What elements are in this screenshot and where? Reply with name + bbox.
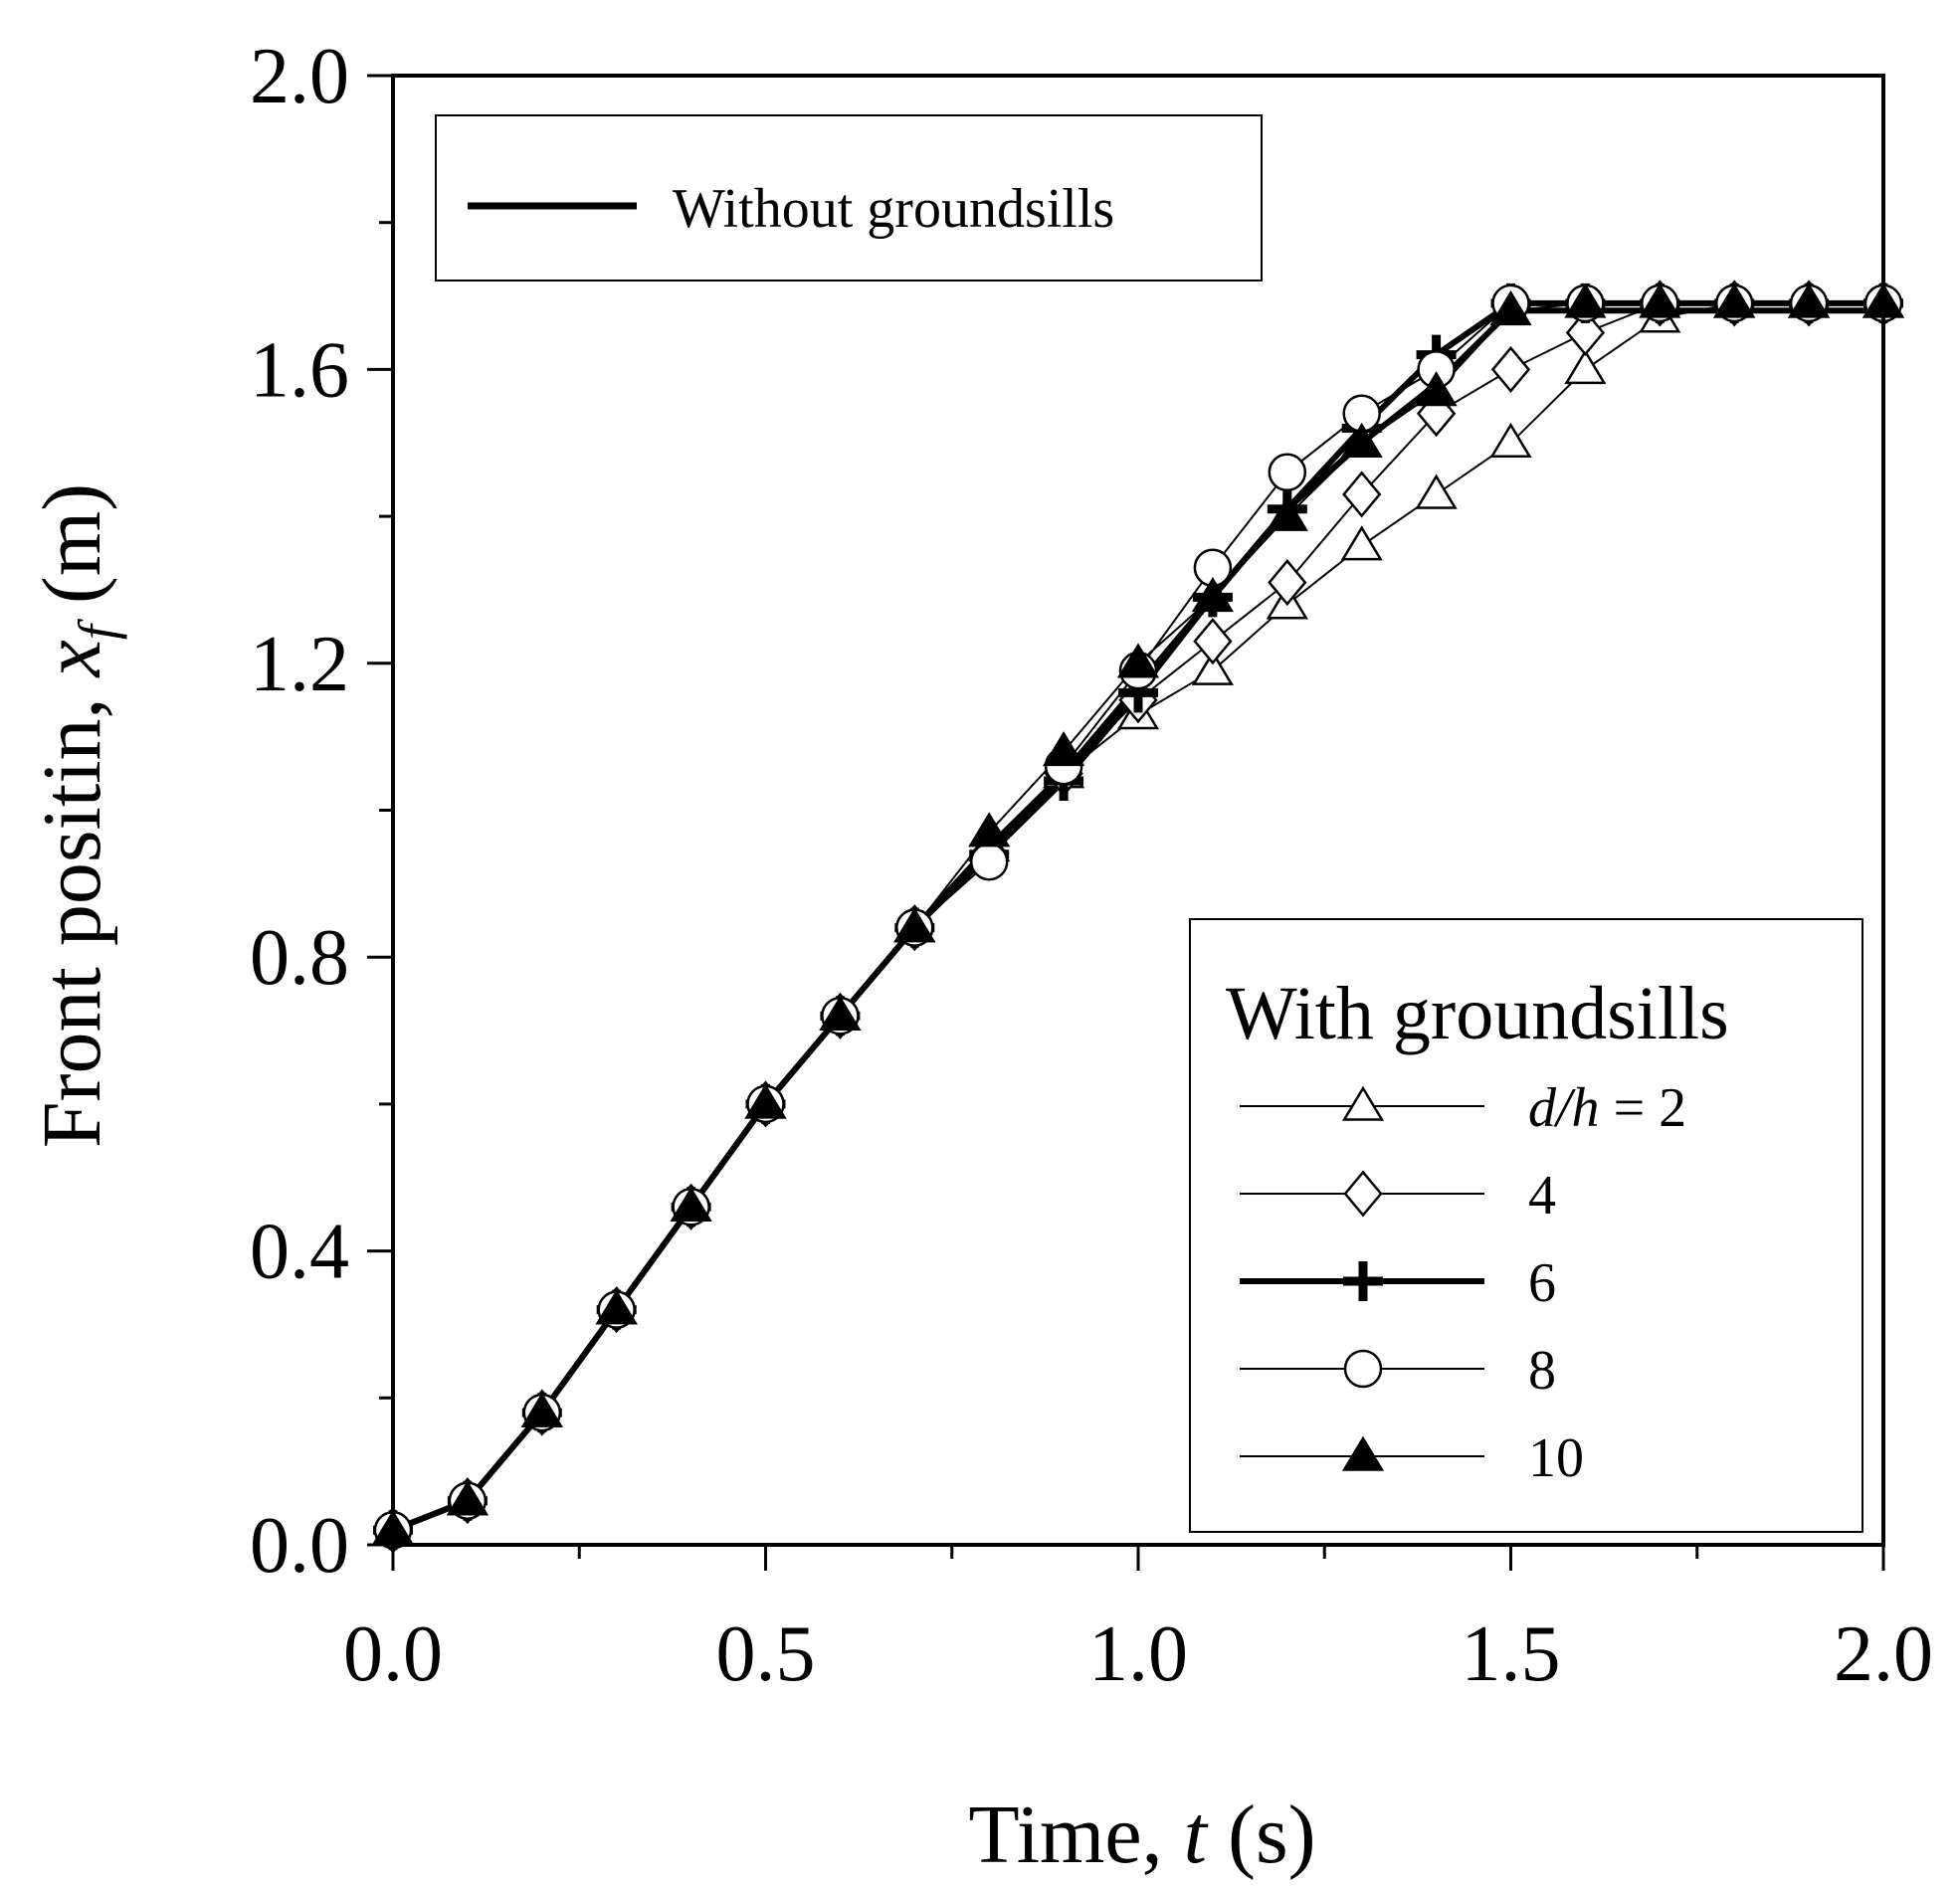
x-tick-label: 0.0	[343, 1610, 443, 1698]
data-point	[1268, 559, 1307, 607]
data-point	[1564, 348, 1607, 385]
x-axis-title-text: Time,	[968, 1789, 1183, 1881]
y-axis-title-unit: (m)	[26, 483, 118, 625]
legend-entry-label: d/h = 2	[1528, 1077, 1686, 1139]
legend-swatch-marker	[1343, 1349, 1383, 1389]
x-axis-title-var: t	[1184, 1789, 1210, 1881]
data-point	[520, 1392, 563, 1427]
axes: 0.0 0.4 0.8 1.2 1.6 2.0 0.0 0.5 1.0 1.5 2.0	[250, 33, 1933, 1698]
data-point	[1191, 576, 1235, 613]
x-tick-label: 0.5	[716, 1610, 816, 1698]
legend-swatch-marker	[1341, 1085, 1385, 1121]
data-point	[1416, 390, 1457, 438]
x-axis-title: Time, t (s)	[968, 1789, 1315, 1881]
legend-entry-label: 4	[1528, 1165, 1556, 1227]
data-point	[1489, 289, 1532, 326]
data-point	[1340, 422, 1383, 458]
data-point	[1565, 308, 1606, 357]
y-tick-label: 2.0	[250, 33, 349, 120]
legend-swatch-marker	[1343, 1170, 1383, 1218]
y-tick-label: 0.0	[250, 1502, 349, 1590]
legend-swatch-marker	[1343, 1261, 1383, 1301]
x-tick-label: 2.0	[1834, 1610, 1933, 1698]
y-tick-label: 0.4	[250, 1209, 349, 1296]
data-point	[1787, 283, 1831, 318]
data-point	[1268, 453, 1307, 492]
y-axis-title: Front positin, xf (m)	[26, 483, 127, 1148]
legend-entry-label: 10	[1528, 1427, 1584, 1489]
legend-with-box	[1189, 918, 1863, 1533]
legend-entry-label: 6	[1528, 1252, 1556, 1314]
data-point	[1193, 618, 1233, 665]
legend-with-entries: d/h = 2 4 6 8 10	[1240, 1077, 1686, 1489]
y-axis-title-var: x	[26, 640, 118, 678]
y-tick-label: 0.8	[250, 914, 349, 1002]
data-point	[1490, 345, 1531, 393]
data-point	[1340, 525, 1383, 561]
data-point	[1489, 422, 1532, 458]
data-point	[446, 1480, 490, 1516]
data-point	[595, 1289, 638, 1325]
legend-without: Without groundsills	[435, 114, 1263, 282]
data-point	[1191, 650, 1235, 685]
x-tick-label: 1.5	[1462, 1610, 1561, 1698]
x-axis-title-unit: (s)	[1207, 1789, 1316, 1881]
data-point	[968, 812, 1011, 848]
legend-without-label: Without groundsills	[673, 178, 1114, 240]
data-point	[1639, 283, 1681, 318]
y-tick-label: 1.2	[250, 621, 349, 708]
legend-with-title: With groundsills	[1226, 972, 1729, 1055]
x-tick-label: 1.0	[1088, 1610, 1188, 1698]
data-point	[1564, 283, 1607, 318]
data-point	[1042, 730, 1085, 767]
data-point	[819, 995, 862, 1032]
legend-without-box	[435, 114, 1263, 282]
data-point	[1713, 283, 1756, 318]
data-point	[1342, 471, 1382, 518]
legend-with: With groundsills d/h = 2 4 6 8 10	[1189, 918, 1863, 1533]
data-point	[1415, 371, 1458, 407]
data-point	[969, 842, 1009, 881]
data-point	[670, 1186, 712, 1223]
data-point	[1266, 495, 1308, 531]
y-axis-title-text: Front positin,	[26, 676, 118, 1148]
data-point	[893, 907, 936, 943]
y-tick-label: 1.6	[250, 326, 349, 414]
legend-swatch-marker	[1341, 1435, 1385, 1471]
legend-entry-label: 8	[1528, 1340, 1556, 1402]
plot-marks	[371, 280, 1905, 1554]
data-point	[1415, 473, 1458, 509]
data-point	[744, 1083, 787, 1119]
series-points-5	[371, 283, 1905, 1545]
data-point	[1116, 643, 1160, 678]
